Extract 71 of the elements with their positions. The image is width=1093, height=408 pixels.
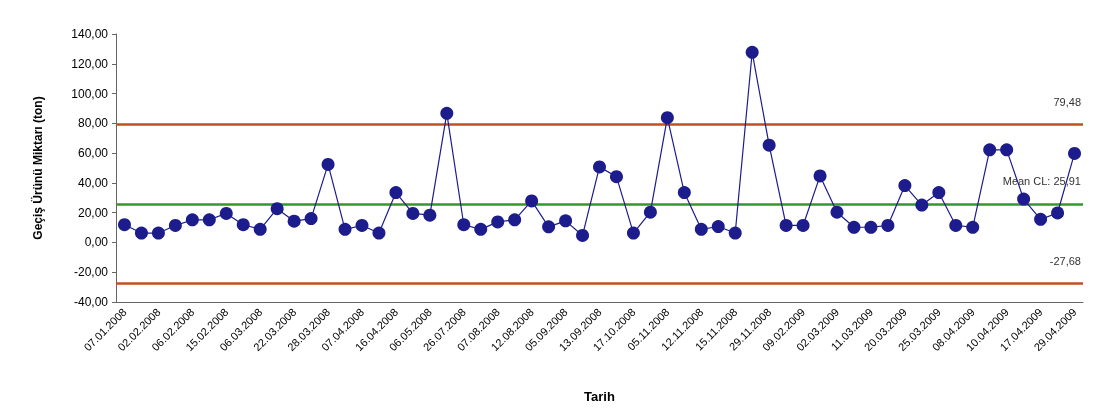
x-axis-title: Tarih [584,389,615,404]
point [219,206,233,220]
point [626,226,640,240]
point [1000,143,1014,157]
point [525,194,539,208]
point [609,170,623,184]
point [321,157,335,171]
point [508,213,522,227]
point [728,226,742,240]
point [491,215,505,229]
point [745,45,759,59]
point [406,206,420,220]
y-tick-label: 0,00 [84,235,109,250]
point [593,160,606,174]
point [813,169,827,183]
point [559,214,573,228]
y-tick-label: -20,00 [73,265,109,280]
point [338,222,352,236]
point [253,222,267,236]
point [847,220,861,234]
point [151,226,165,240]
point [423,208,437,222]
point [881,218,895,232]
point [440,106,454,120]
point [643,205,657,219]
point [949,218,963,232]
point [1017,192,1031,206]
point [457,218,471,232]
point [915,198,929,212]
ref-line-label: 79,48 [1053,95,1081,108]
y-tick-label: 80,00 [77,116,109,131]
point [287,214,301,228]
point [830,205,844,219]
point [270,202,284,216]
y-tick-label: 20,00 [77,205,109,220]
point [983,143,997,157]
point [389,186,403,200]
y-tick-label: 100,00 [71,86,109,101]
y-tick-label: 120,00 [71,56,109,71]
point [694,222,708,236]
point [1051,206,1065,220]
point [372,226,386,240]
point [185,213,199,227]
point [1034,212,1048,226]
point [660,111,674,125]
point [576,228,590,242]
point [762,138,776,152]
point [864,220,878,234]
point [304,212,318,226]
point [796,218,810,232]
y-axis-title: Geçiş Ürünü Miktarı (ton) [30,96,45,240]
y-tick-label: 140,00 [71,27,109,41]
point [711,220,725,234]
point [355,218,369,232]
point [1068,146,1082,160]
point [779,218,793,232]
point [134,226,148,240]
point [118,218,131,232]
y-tick-label: -40,00 [73,295,109,309]
point [542,220,556,234]
point [966,220,980,234]
point [202,213,216,227]
y-tick-label: 60,00 [77,146,109,161]
point [932,186,946,200]
y-tick-label: 40,00 [77,175,109,190]
point [677,186,691,200]
point [168,218,182,232]
point [236,218,250,232]
point [474,222,488,236]
ref-line-label: -27,68 [1049,255,1081,268]
point [898,179,912,193]
